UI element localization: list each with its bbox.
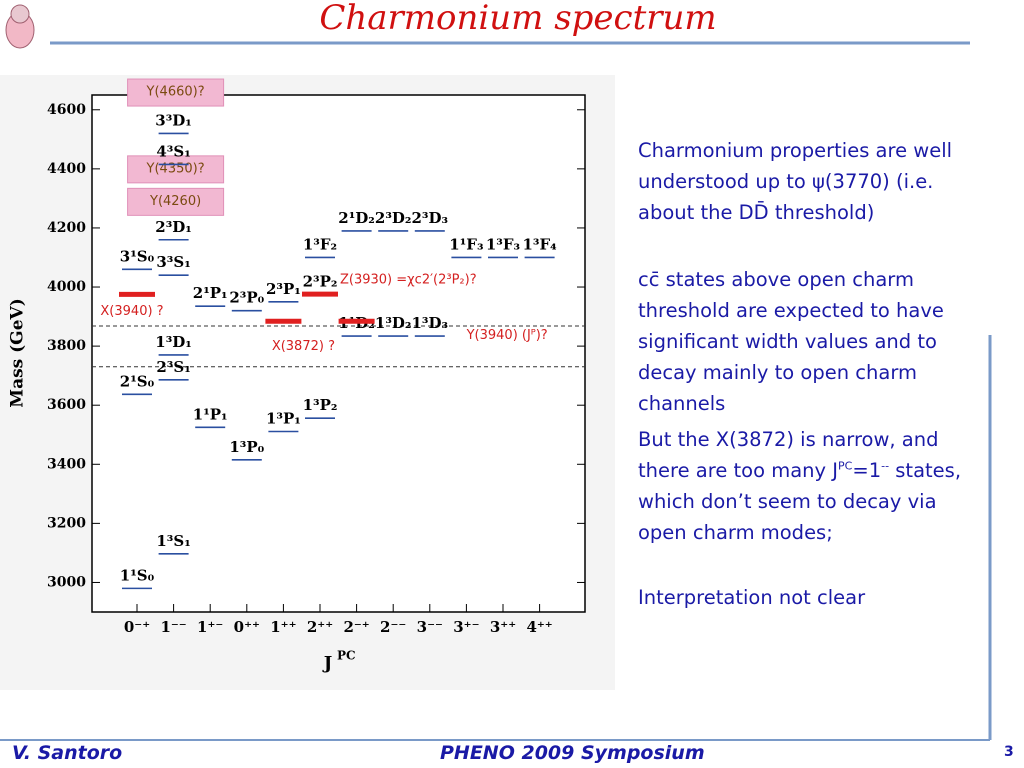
x-tick-label: 3⁺⁻ <box>453 618 479 636</box>
x-axis-title-sup: PC <box>337 649 356 663</box>
x-tick-label: 4⁺⁺ <box>526 618 552 636</box>
state-label: 1³F₄ <box>522 235 557 253</box>
state-label: 2³P₁ <box>266 280 301 298</box>
text-run: states, which don’t seem to decay via op… <box>638 459 962 544</box>
text-run: Charmonium properties are well understoo… <box>638 139 953 224</box>
exotic-label: Y(3940) (Jᴾ)? <box>466 328 548 343</box>
paragraph: cc̄ states above open charm threshold ar… <box>638 264 988 419</box>
text-run: =1 <box>852 459 882 482</box>
superscript: -- <box>881 459 890 473</box>
x-tick-label: 0⁺⁺ <box>234 618 260 636</box>
state-label: 1³D₂ <box>375 314 412 332</box>
state-label: 1³P₂ <box>303 396 338 414</box>
candidate-box <box>127 187 225 216</box>
state-label: 3¹S₀ <box>120 247 155 265</box>
state-label: 2³P₂ <box>303 272 338 290</box>
candidate-box <box>127 155 225 184</box>
text-run: cc̄ states above open charm threshold ar… <box>638 268 944 415</box>
y-tick-label: 4600 <box>47 102 86 118</box>
x-tick-label: 1⁺⁺ <box>270 618 296 636</box>
y-tick-label: 3000 <box>47 574 86 590</box>
exotic-label: Z(3930) =χc2′(2³P₂)? <box>340 273 477 288</box>
state-label: 1³P₁ <box>266 409 301 427</box>
x-tick-label: 0⁻⁺ <box>124 618 150 636</box>
footer-author: V. Santoro <box>12 742 123 764</box>
state-label: 3³D₁ <box>155 111 192 129</box>
state-label: 1³F₂ <box>303 235 337 253</box>
page-number: 3 <box>1004 744 1014 760</box>
x-tick-label: 2⁻⁺ <box>343 618 369 636</box>
x-tick-label: 2⁻⁻ <box>380 618 406 636</box>
state-label: 1³D₁ <box>155 333 192 351</box>
text-run: But the X(3872) is narrow, and there are… <box>638 428 939 482</box>
paragraph: But the X(3872) is narrow, and there are… <box>638 424 988 548</box>
state-label: 2¹S₀ <box>120 372 155 390</box>
state-label: 4³S₁ <box>156 142 190 160</box>
state-label: 1³F₃ <box>486 235 520 253</box>
y-tick-label: 4400 <box>47 161 86 177</box>
state-label: 3³S₁ <box>156 253 190 271</box>
footer-event: PHENO 2009 Symposium <box>440 742 705 764</box>
x-tick-label: 3⁺⁺ <box>490 618 516 636</box>
state-label: 1¹S₀ <box>120 566 155 584</box>
slide-title: Charmonium spectrum <box>319 0 716 38</box>
x-tick-label: 1⁺⁻ <box>197 618 223 636</box>
candidate-label: Y(4260) <box>149 194 201 209</box>
superscript: PC <box>838 459 853 473</box>
logo <box>5 4 35 49</box>
text-run: Interpretation not clear <box>638 586 866 609</box>
state-label: 1¹P₁ <box>193 405 228 423</box>
x-tick-label: 2⁺⁺ <box>307 618 333 636</box>
y-tick-label: 4200 <box>47 220 86 236</box>
chart: 3000 3200 3400 3600 3800 4000 4200 4400 4600 0⁻⁺ 1… <box>8 78 585 674</box>
state-label: 1³D₃ <box>412 314 449 332</box>
y-tick-label: 3800 <box>47 338 86 354</box>
state-label: 2³S₁ <box>156 358 190 376</box>
exotic-label: X(3872) ? <box>272 339 335 354</box>
state-label: 2¹D₂ <box>338 209 375 227</box>
state-label: 1¹F₃ <box>449 235 483 253</box>
y-tick-label: 3600 <box>47 397 86 413</box>
candidate-label: Y(4350)? <box>146 161 205 176</box>
exotic-label: X(3940) ? <box>100 304 163 319</box>
candidate-label: Y(4660)? <box>146 85 205 100</box>
state-label: 2³D₁ <box>155 218 192 236</box>
state-label: 1³P₀ <box>229 438 264 456</box>
x-axis-title: J <box>322 653 333 674</box>
state-label: 2¹P₁ <box>193 284 228 302</box>
x-tick-label: 1⁻⁻ <box>160 618 186 636</box>
y-tick-label: 4000 <box>47 279 86 295</box>
state-label: 1³S₁ <box>156 532 190 550</box>
x-tick-label: 3⁻⁻ <box>417 618 443 636</box>
paragraph: Interpretation not clear <box>638 582 988 613</box>
y-tick-label: 3400 <box>47 456 86 472</box>
state-label: 2³D₂ <box>375 209 412 227</box>
y-tick-label: 3200 <box>47 515 86 531</box>
paragraph: Charmonium properties are well understoo… <box>638 135 988 228</box>
candidate-box <box>127 78 225 107</box>
state-label: 2³P₀ <box>229 289 264 307</box>
state-label: 2³D₃ <box>412 209 449 227</box>
y-axis-title: Mass (GeV) <box>8 298 28 408</box>
